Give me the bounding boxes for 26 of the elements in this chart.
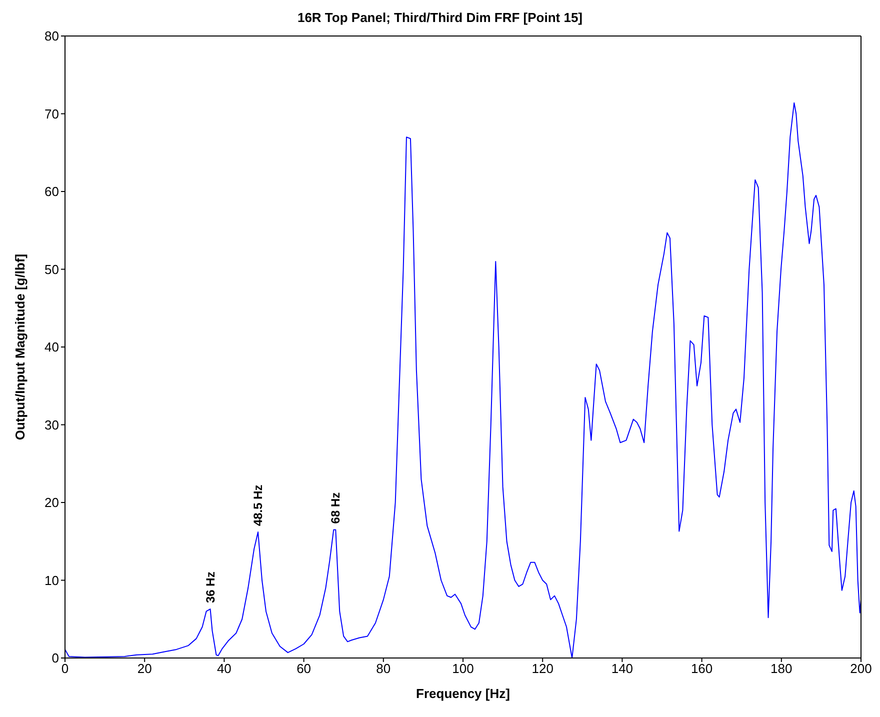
y-tick-label: 10	[44, 572, 59, 588]
y-axis-title: Output/Input Magnitude [g/lbf]	[12, 254, 28, 440]
x-tick-label: 60	[296, 661, 312, 676]
y-tick-label: 50	[44, 262, 59, 277]
annotation: 48.5 Hz	[251, 484, 266, 526]
y-tick-label: 80	[44, 28, 59, 44]
y-tick-label: 30	[44, 417, 59, 432]
x-tick-label: 20	[137, 661, 152, 676]
chart-title: 16R Top Panel; Third/Third Dim FRF [Point 15]	[296, 10, 584, 25]
x-tick-label: 120	[532, 661, 554, 676]
x-tick-label: 80	[376, 661, 391, 676]
x-tick-label: 0	[61, 661, 69, 676]
x-tick-label: 140	[611, 661, 634, 676]
x-axis-title: Frequency [Hz]	[416, 686, 510, 701]
y-tick-label: 20	[44, 495, 59, 510]
annotation: 36 Hz	[203, 572, 218, 604]
x-tick-label: 200	[850, 661, 872, 676]
x-tick-label: 180	[770, 661, 792, 676]
y-tick-label: 0	[52, 650, 59, 666]
x-tick-label: 160	[690, 661, 713, 676]
annotation: 68 Hz	[328, 492, 343, 524]
y-tick-label: 60	[44, 184, 59, 200]
x-tick-label: 40	[216, 661, 232, 676]
x-tick-label: 100	[452, 661, 474, 676]
y-tick-label: 70	[44, 106, 59, 122]
y-tick-label: 40	[44, 340, 59, 355]
